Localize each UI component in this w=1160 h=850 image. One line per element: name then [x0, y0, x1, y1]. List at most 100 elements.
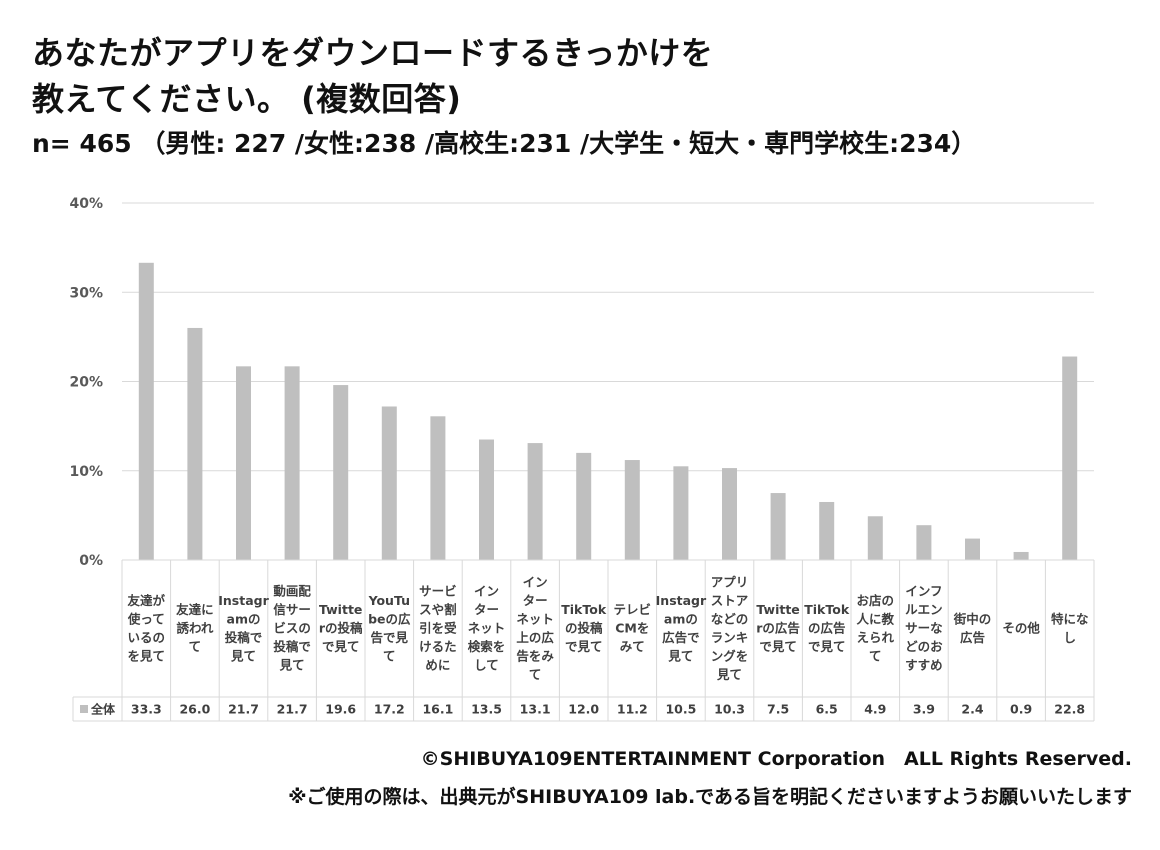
bar — [576, 452, 592, 560]
data-value-label: 33.3 — [131, 702, 162, 717]
x-category-label: 友達に誘われて — [175, 602, 214, 654]
data-value-label: 21.7 — [277, 702, 308, 717]
x-category-label: サービスや割引を受けるために — [419, 584, 457, 673]
bar — [673, 466, 689, 560]
x-category-label-line: 友達に — [175, 602, 214, 617]
x-category-label-line: ストア — [711, 593, 749, 608]
x-category-label-line: めに — [425, 658, 450, 673]
x-category-label-line: イン — [474, 584, 499, 599]
x-category-label-line: 見て — [230, 648, 256, 663]
x-category-label: テレビ CMをみて — [614, 602, 652, 654]
legend-swatch — [80, 705, 88, 713]
y-tick-label: 10% — [69, 464, 103, 480]
x-category-label-line: TikTok — [804, 602, 850, 617]
bar — [965, 538, 980, 560]
x-category-label-line: 投稿で — [225, 630, 263, 645]
x-category-label: 街中の広告 — [953, 611, 992, 645]
x-category-label: TikTok の投稿で見て — [561, 602, 607, 654]
bar — [381, 406, 397, 560]
x-category-label-line: 見て — [716, 667, 742, 682]
x-category-label-line: などの — [711, 611, 749, 626]
bar — [624, 460, 640, 560]
x-category-label-line: Twitte — [319, 602, 362, 617]
bar — [236, 366, 251, 560]
data-value-label: 4.9 — [864, 702, 886, 717]
x-category-label-line: 引を受 — [419, 621, 457, 636]
copyright-text: ©SHIBUYA109ENTERTAINMENT Corporation ALL… — [420, 748, 1132, 770]
data-value-label: 11.2 — [617, 702, 648, 717]
x-category-label-line: ルエン — [905, 602, 943, 617]
x-category-label: Twitte rの広告で見て — [756, 602, 800, 654]
bar — [430, 416, 446, 560]
bar — [722, 468, 737, 560]
x-category-label-line: amの — [227, 611, 261, 626]
data-value-label: 2.4 — [961, 702, 983, 717]
x-category-label: TikTok の広告で見て — [804, 602, 850, 654]
x-category-label-line: 投稿で — [273, 639, 311, 654]
x-category-label: 友達が使っているのを見て — [127, 593, 166, 664]
x-category-label-line: 人に教 — [857, 611, 895, 626]
x-category-label-line: みて — [620, 639, 645, 654]
data-value-label: 12.0 — [568, 702, 599, 717]
x-category-label-line: ランキ — [711, 630, 749, 645]
data-value-label: 6.5 — [816, 702, 838, 717]
x-category-label-line: rの広告 — [756, 621, 800, 636]
x-category-label-line: サーな — [905, 621, 943, 636]
x-category-label-line: イン — [523, 574, 548, 589]
chart-title: あなたがアプリをダウンロードするきっかけを 教えてください。 (複数回答) — [32, 30, 713, 122]
x-category-label: 動画配信サービスの投稿で見て — [273, 584, 311, 673]
x-category-label-line: 見て — [667, 648, 693, 663]
x-category-label: インフルエンサーなどのおすすめ — [905, 584, 943, 673]
data-value-label: 7.5 — [767, 702, 789, 717]
x-category-label: インターネット上の広告をみて — [516, 574, 554, 682]
x-category-label-line: の広告 — [808, 621, 846, 636]
x-category-label-line: 検索を — [468, 639, 506, 654]
x-category-label-line: ター — [523, 593, 548, 608]
data-value-label: 16.1 — [422, 702, 453, 717]
bar — [1062, 356, 1078, 560]
bar — [138, 262, 154, 560]
data-value-label: 10.5 — [665, 702, 696, 717]
legend-series-name: 全体 — [90, 702, 116, 717]
x-category-label: アプリストアなどのランキングを見て — [711, 574, 749, 682]
bar — [1013, 551, 1029, 560]
data-value-label: 13.5 — [471, 702, 502, 717]
x-category-label-line: 告をみ — [516, 648, 554, 663]
x-category-label-line: て — [383, 648, 396, 663]
x-category-label-line: 特にな — [1051, 611, 1089, 626]
x-category-label-line: 友達が — [127, 593, 166, 608]
x-category-label-line: 信サー — [273, 602, 311, 617]
x-category-label-line: どのお — [905, 639, 943, 654]
x-category-label-line: 上の広 — [516, 630, 554, 645]
bar — [916, 525, 932, 560]
y-tick-label: 30% — [69, 285, 103, 301]
x-category-label-line: えられ — [857, 630, 895, 645]
x-category-label-line: beの広 — [368, 611, 411, 626]
chart-title-line-1: あなたがアプリをダウンロードするきっかけを — [32, 34, 714, 72]
x-category-label: お店の人に教えられて — [857, 593, 895, 664]
chart-title-line-2: 教えてください。 (複数回答) — [32, 80, 462, 118]
x-category-label-line: して — [474, 658, 499, 673]
x-category-label-line: で見て — [322, 639, 360, 654]
data-value-label: 0.9 — [1010, 702, 1032, 717]
x-category-label-line: 使って — [127, 611, 165, 626]
x-category-label-line: テレビ — [614, 602, 652, 617]
x-category-label-line: 見て — [279, 658, 305, 673]
data-value-label: 13.1 — [520, 702, 551, 717]
usage-note: ※ご使用の際は、出典元がSHIBUYA109 lab.である旨を明記くださいます… — [288, 786, 1132, 808]
bar — [284, 366, 300, 560]
x-category-label: インターネット検索をして — [468, 584, 506, 673]
data-value-label: 22.8 — [1054, 702, 1085, 717]
x-category-label-line: amの — [664, 611, 698, 626]
x-category-label-line: YouTu — [368, 593, 410, 608]
x-category-label-line: CMを — [615, 621, 649, 636]
x-category-label-line: けるた — [419, 639, 457, 654]
y-tick-label: 20% — [69, 375, 103, 391]
x-category-label-line: サービ — [419, 584, 457, 599]
x-category-label-line: すすめ — [905, 658, 943, 673]
x-category-label-line: て — [189, 639, 202, 654]
x-category-label: その他 — [1002, 621, 1040, 636]
bar — [770, 493, 786, 560]
y-tick-label: 40% — [69, 196, 103, 212]
bar — [527, 443, 543, 560]
